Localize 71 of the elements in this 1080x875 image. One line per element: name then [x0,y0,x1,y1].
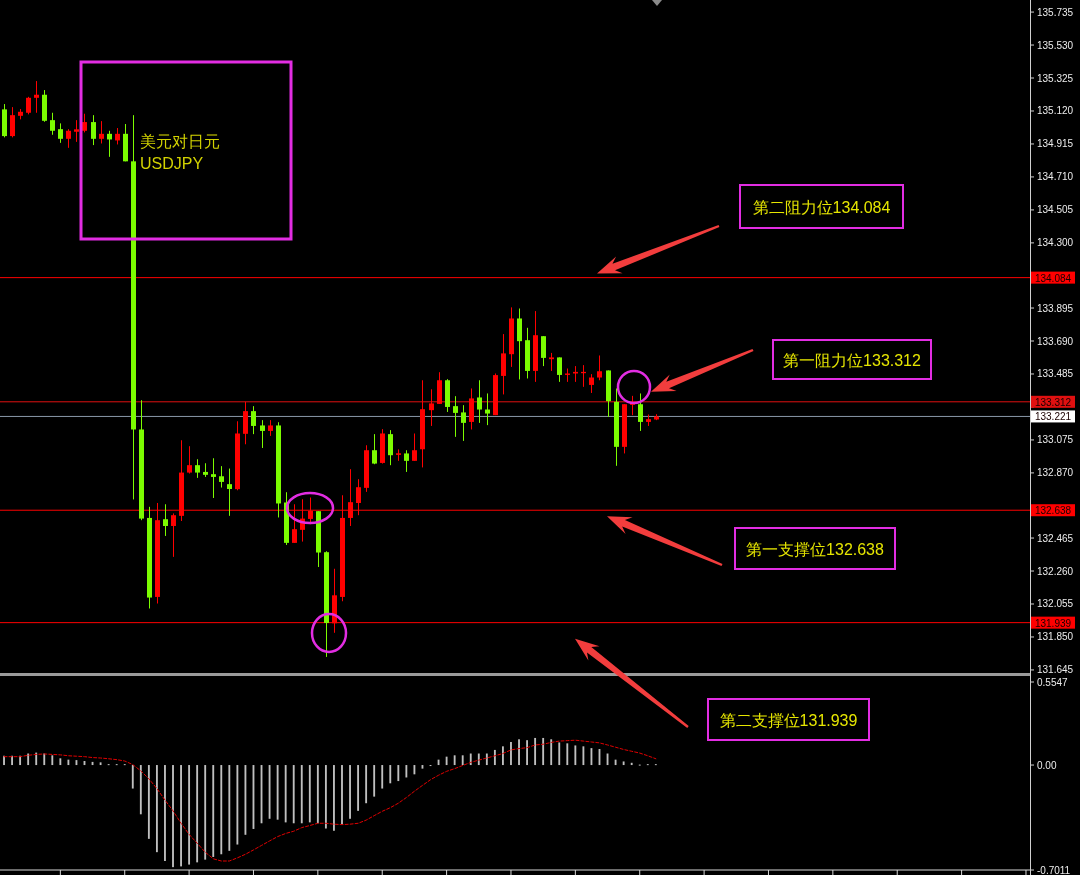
candlestick [211,457,216,499]
candlestick [219,465,224,489]
ref-line-label: 134.084 [1034,272,1072,284]
candlestick [187,445,192,475]
y-tick-label: 133.690 [1037,335,1074,347]
candlestick [91,114,96,146]
candlestick [260,419,265,449]
candlestick [557,356,562,383]
ref-line-label: 133.312 [1034,396,1072,408]
candlestick [251,405,256,435]
y-tick-label: 132.055 [1037,598,1074,610]
candlestick [485,392,490,426]
candlestick [163,503,168,537]
y-tick-label: 131.645 [1037,664,1074,676]
y-tick-label: 132.260 [1037,565,1074,577]
y-tick-label: 132.465 [1037,532,1074,544]
y-tick-label: -0.7011 [1037,864,1071,875]
candlestick [517,308,522,380]
candlestick [50,112,55,136]
candlestick [638,392,643,432]
candlestick [66,128,71,149]
y-tick-label: 0.00 [1037,759,1057,771]
candlestick [195,458,200,479]
y-tick-label: 133.485 [1037,368,1074,380]
y-tick-label: 135.120 [1037,105,1074,117]
candlestick [501,333,506,395]
candlestick [74,119,79,143]
y-tick-label: 135.735 [1037,6,1074,18]
y-tick-label: 135.530 [1037,39,1074,51]
candlestick [461,404,466,442]
candlestick [171,512,176,558]
annotation: 第二阻力位134.084 [752,198,891,215]
annotation: 第一支撑位132.638 [746,540,885,557]
y-tick-label: 132.870 [1037,467,1074,479]
candlestick [549,352,554,372]
annotation: 第二支撑位131.939 [719,711,858,728]
candlestick [227,468,232,517]
candlestick [243,401,248,445]
y-tick-label: 134.710 [1037,171,1074,183]
ref-line-label: 131.939 [1034,617,1072,629]
candlestick [10,106,15,138]
y-tick-label: 133.075 [1037,434,1074,446]
candlestick [597,354,602,381]
y-tick-label: 0.5547 [1037,676,1069,688]
candlestick [372,433,377,465]
candlestick [453,395,458,438]
candlestick [412,432,417,462]
text: 美元对日元 [140,132,220,150]
text: USDJPY [140,154,204,172]
y-tick-label: 135.325 [1037,72,1074,84]
ref-line-label: 132.638 [1034,504,1072,516]
candlestick [34,80,39,114]
y-tick-label: 134.915 [1037,138,1074,150]
annotation: 第一阻力位133.312 [783,351,922,368]
line-series [3,739,657,862]
candlestick [589,373,594,394]
candlestick [437,371,442,405]
candlestick [541,335,546,367]
y-tick-label: 134.300 [1037,237,1074,249]
y-tick-label: 133.895 [1037,302,1074,314]
candlestick [58,122,63,144]
ref-line-label: 133.221 [1034,410,1072,422]
candlestick [429,388,434,427]
y-tick-label: 134.505 [1037,204,1074,216]
candlestick [469,387,474,430]
candlestick [99,120,104,144]
candlestick [396,448,401,462]
y-tick-label: 131.850 [1037,631,1074,643]
candlestick [388,429,393,466]
candlestick [477,379,482,424]
candlestick [404,449,409,473]
